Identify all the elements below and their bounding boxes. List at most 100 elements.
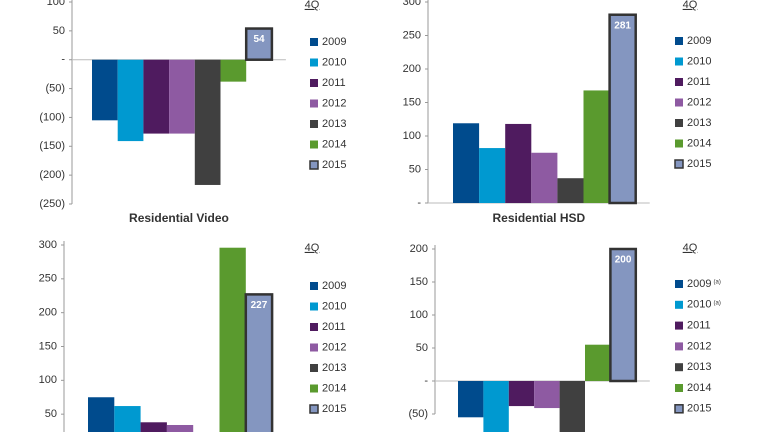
legend-swatch <box>310 364 318 372</box>
y-tick-label: 200 <box>403 63 421 75</box>
y-tick-label: 50 <box>416 342 428 354</box>
legend-label: 2010 <box>687 55 711 67</box>
y-tick-label: - <box>417 197 421 209</box>
legend-label: 2011 <box>322 321 346 333</box>
legend-label: 2014 <box>687 382 711 394</box>
y-tick-label: 300 <box>403 0 421 8</box>
y-tick-label: 50 <box>409 163 421 175</box>
y-tick-label: 250 <box>39 273 57 285</box>
legend-title: 4Q <box>683 242 698 254</box>
legend-note: (a) <box>713 280 720 286</box>
bar <box>479 148 506 203</box>
legend-label: 2011 <box>322 77 346 89</box>
legend-swatch <box>310 99 318 108</box>
legend-label: 2011 <box>687 76 711 88</box>
legend-swatch <box>310 282 318 290</box>
bar <box>559 381 585 432</box>
y-tick-label: 100 <box>39 374 57 386</box>
y-tick-label: 100 <box>47 0 65 8</box>
legend-swatch <box>675 139 683 148</box>
bar <box>194 59 221 185</box>
legend-label: 2014 <box>322 138 346 150</box>
y-tick-label: (150) <box>39 140 65 152</box>
legend-label: 2009 <box>322 36 346 48</box>
y-tick-label: 200 <box>39 307 57 319</box>
legend-label: 2009 <box>322 280 346 292</box>
y-tick-label: 150 <box>39 340 57 352</box>
bar <box>143 59 170 134</box>
legend-swatch <box>675 363 683 372</box>
legend-swatch <box>309 404 319 414</box>
legend-swatch <box>674 159 684 169</box>
bar <box>531 152 558 203</box>
legend-label: 2010 <box>322 300 346 312</box>
legend-swatch <box>310 58 318 67</box>
bar <box>508 381 535 407</box>
value-label: 227 <box>251 300 268 311</box>
bar <box>169 59 195 134</box>
legend-swatch <box>675 78 683 86</box>
bar <box>88 397 115 432</box>
legend-label: 2015 <box>687 158 711 170</box>
y-tick-label: 250 <box>403 29 421 41</box>
value-label: 200 <box>615 255 632 266</box>
legend-swatch <box>674 404 684 414</box>
legend-swatch <box>675 98 683 107</box>
legend-swatch <box>675 57 683 66</box>
bar <box>505 123 532 203</box>
legend-swatch <box>675 342 683 351</box>
legend-label: 2009 <box>687 35 711 47</box>
bar <box>609 247 638 383</box>
legend-label: 2011 <box>687 320 711 332</box>
legend-swatch <box>675 119 683 127</box>
legend-label: 2012 <box>322 341 346 353</box>
bar <box>585 344 611 381</box>
value-label: 281 <box>614 20 631 31</box>
legend-label: 2012 <box>687 96 711 108</box>
bar <box>92 59 118 121</box>
value-label: 54 <box>253 34 265 45</box>
legend-swatch <box>310 323 318 331</box>
y-tick-label: 100 <box>403 130 421 142</box>
bar <box>453 123 480 203</box>
bar <box>166 424 194 432</box>
legend-title: 4Q <box>305 242 320 254</box>
y-tick-label: 100 <box>410 309 428 321</box>
chart-title: Residential HSD <box>492 211 585 225</box>
bar <box>219 247 246 432</box>
bar <box>583 90 610 203</box>
bar <box>534 381 560 409</box>
legend-note: (a) <box>713 300 720 306</box>
legend-swatch <box>310 302 318 311</box>
legend-swatch <box>675 280 683 288</box>
legend-swatch <box>675 321 683 330</box>
bar <box>117 59 144 142</box>
legend-label: 2015 <box>687 403 711 415</box>
legend-label: 2014 <box>687 137 711 149</box>
y-tick-label: 50 <box>53 25 65 37</box>
y-tick-label: (250) <box>39 198 65 210</box>
y-tick-label: - <box>424 375 428 387</box>
legend-label: 2012 <box>687 340 711 352</box>
legend-label: 2013 <box>322 118 346 130</box>
bar <box>244 293 274 432</box>
legend-label: 2015 <box>322 159 346 171</box>
legend-label: 2015 <box>322 403 346 415</box>
legend-title: 4Q <box>305 0 320 11</box>
y-tick-label: (50) <box>45 82 65 94</box>
legend-swatch <box>675 384 683 392</box>
legend-swatch <box>310 79 318 87</box>
legend-swatch <box>309 160 319 170</box>
legend-label: 2010 <box>687 299 711 311</box>
legend-swatch <box>310 38 318 46</box>
bar <box>458 381 484 418</box>
bar <box>608 13 637 205</box>
legend-swatch <box>310 343 318 352</box>
y-tick-label: 200 <box>410 243 428 255</box>
legend-swatch <box>675 37 683 45</box>
bar <box>244 27 274 61</box>
legend-label: 2010 <box>322 56 346 68</box>
y-tick-label: 150 <box>403 96 421 108</box>
legend-swatch <box>675 300 683 309</box>
